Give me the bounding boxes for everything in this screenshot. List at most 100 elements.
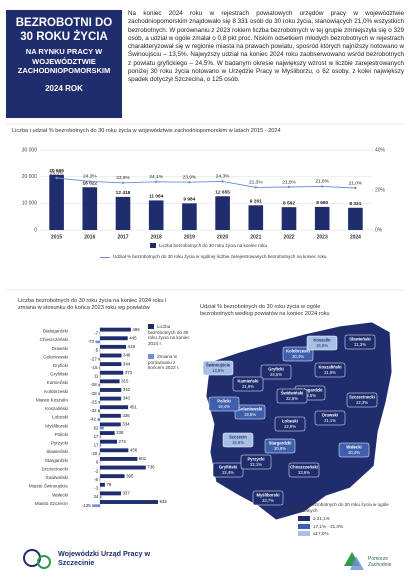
bar-value-label: 342 [123,387,131,392]
x-tick-label: 2019 [184,234,195,240]
line-marker [287,185,291,189]
bar [100,495,102,499]
y-category-label: Łobeski [52,415,68,420]
legend-label: Udział % bezrobotnych do 30 roku życia w… [113,254,327,259]
bar [100,474,125,479]
line-value-label: 23,9% [183,174,197,180]
bar-value-label: -27 [90,356,97,361]
district-value: 22,1% [250,462,262,467]
bar-value-label: 395 [126,473,134,478]
bar [92,504,100,507]
district-name: Szczecinecki [349,395,375,400]
bar-value-label: 235 [116,430,124,435]
bar-value-label: 79 [106,482,111,487]
district-name: Kamieński [238,379,259,384]
legend-label: Liczba bezrobotnych do 30 roku życia na … [159,243,268,248]
bar-value-label: 8 331 [349,201,361,207]
line-marker [88,180,92,183]
district-name: Gryficki [268,367,284,372]
district [346,392,378,408]
bar-value-label: -7 [94,330,98,335]
bar [100,465,146,470]
bar [98,409,100,413]
bar [100,456,138,461]
y-category-label: Kamieński [47,380,68,385]
district [264,438,296,454]
district-value: 23,7% [262,498,274,503]
bar-value-label: 346 [123,353,131,358]
district-value: 22,3% [356,400,368,405]
y2-tick-label: 20% [375,187,386,193]
district-value: 13,5% [212,368,224,373]
legend-title: Udział % bezrobotnych do 30 roku życia w… [290,502,389,513]
district [338,442,370,458]
district-name: Sławieński [349,337,370,342]
bar-value-label: 496 [132,327,140,332]
bar-value-label: -3 [94,486,98,491]
line-marker [55,176,58,180]
x-tick-label: 2022 [283,234,294,240]
bar-value-label: -125 [82,503,91,508]
district-name: Myśliborski [256,493,279,498]
x-tick-label: 2020 [217,234,228,240]
y-category-label: Sławieński [46,449,68,454]
bar-value-label: 315 [121,378,129,383]
header-title: BEZROBOTNI DO 30 ROKU ŻYCIA [15,17,113,43]
district-name: Łobeski [282,419,298,424]
x-tick-label: 2015 [51,234,62,240]
header-box: BEZROBOTNI DO 30 ROKU ŻYCIA NA RYNKU PRA… [6,10,122,118]
bar-value-label: 9 984 [183,197,195,203]
line-value-label: 21,3% [249,180,263,186]
bar [115,196,131,230]
bar-value-label: 344 [123,361,131,366]
y-category-label: Myśliborski [45,423,68,428]
bar-value-label: 373 [125,370,133,375]
bar [100,370,124,375]
bar-value-label: 8 660 [316,200,328,206]
legend-item: Udział % bezrobotnych do 30 roku życia w… [100,254,400,260]
y-tick-label: 0 [34,227,37,233]
bar-value-label: -5 [94,348,98,353]
bar [98,400,100,404]
bar-value-label: 62 [94,425,99,430]
bar-value-label: 16 022 [82,181,97,187]
bar-value-label: -42 [90,417,97,422]
bar [100,396,122,401]
district [208,396,240,412]
district [240,454,272,470]
brand-logo [344,552,364,570]
y-category-label: Miasto Koszalin [36,397,69,402]
line-value-label: 24,3% [83,174,97,180]
line-value-label: 21,5% [282,179,296,185]
bar-value-label: 445 [129,335,137,340]
line-marker [188,181,191,184]
district [314,410,346,426]
bar-value-label: 736 [147,465,155,470]
line-marker [254,186,257,189]
y-category-label: Miasto Świnoujście [29,482,69,489]
district-value: 20,4% [292,354,304,359]
y-category-label: Pyrzycki [51,441,68,446]
bar [182,203,197,230]
bar [100,344,127,349]
legend-item: 17,1% - 21,0% [298,523,388,530]
legend-label: Zmiana w porównaniu z końcem 2023 r. [148,354,180,371]
line-marker [354,186,357,190]
bar [281,207,297,230]
bar [100,336,128,341]
district-name: Stargardzki [269,441,292,446]
district-name: Świnoujście [206,363,231,368]
bar [100,327,131,332]
district-value: 23,5% [304,393,316,398]
bar-value-label: 336 [122,413,130,418]
bar-value-label: 24 [94,494,99,499]
bar-value-label: -20 [91,451,98,456]
line [56,177,356,189]
bar [98,357,100,361]
bar-value-label: 932 [160,499,168,504]
bar-value-label: 419 [128,344,136,349]
bar [100,439,118,444]
legend-swatch [298,516,310,521]
legend-swatch [298,523,310,529]
district [282,346,314,362]
